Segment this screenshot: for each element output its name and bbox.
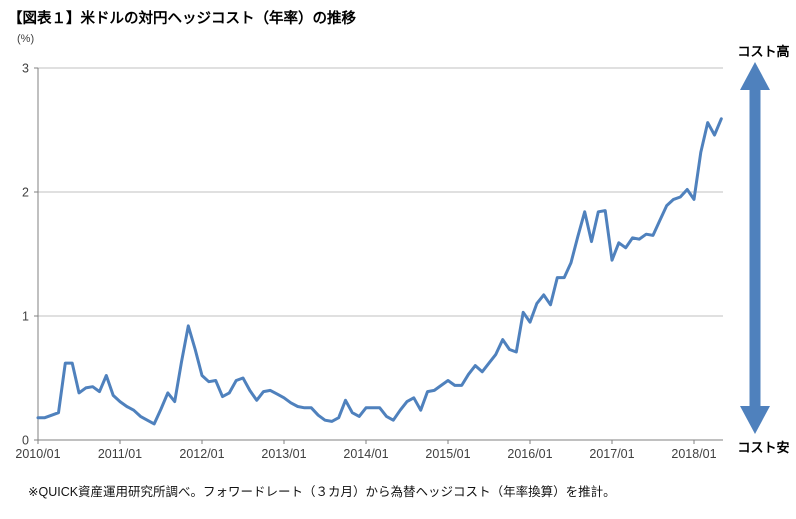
x-tick-label: 2018/01 [671, 447, 716, 461]
x-tick-label: 2013/01 [261, 447, 306, 461]
x-tick-label: 2011/01 [98, 447, 142, 461]
annotation-cost-low: コスト安 [737, 440, 790, 455]
arrow-down-head [740, 406, 770, 434]
y-tick-label: 0 [22, 434, 29, 448]
x-tick-label: 2012/01 [179, 447, 224, 461]
y-tick-label: 1 [22, 310, 29, 324]
x-tick-label: 2016/01 [507, 447, 552, 461]
annotation-cost-high: コスト高 [737, 44, 790, 59]
hedge-cost-series-line [36, 117, 723, 426]
x-tick-label: 2014/01 [343, 447, 388, 461]
x-tick-label: 2010/01 [15, 447, 60, 461]
double-arrow-icon [735, 62, 775, 434]
x-tick-label: 2015/01 [425, 447, 470, 461]
source-footnote: ※QUICK資産運用研究所調べ。フォワードレート（３カ月）から為替ヘッジコスト（… [28, 485, 616, 499]
arrow-up-head [740, 62, 770, 90]
chart-title: 【図表１】米ドルの対円ヘッジコスト（年率）の推移 [8, 11, 356, 27]
y-tick-label: 2 [22, 186, 29, 200]
y-tick-label: 3 [22, 62, 29, 76]
x-tick-label: 2017/01 [589, 447, 634, 461]
arrow-shaft [749, 88, 761, 408]
y-axis-unit-label: (%) [17, 33, 35, 45]
